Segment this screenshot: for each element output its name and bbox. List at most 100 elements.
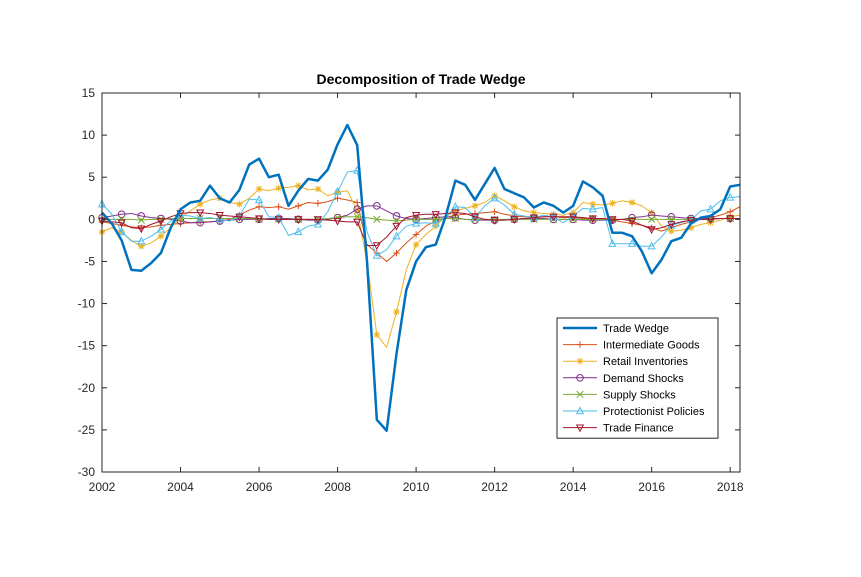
data-point-supply-shocks [137,216,145,224]
data-point-retail-inventories [196,200,204,208]
data-point-demand-shocks [588,216,597,224]
data-point-protectionist-policies [313,219,323,228]
data-point-protectionist-policies [117,227,126,236]
data-point-intermediate-goods [295,202,302,210]
data-point-intermediate-goods [353,199,361,206]
axes-layer: 2002 2004 2006 2008 2010 2012 2014 2016 2018 -30 -… [78,86,744,494]
data-point-trade-finance [726,215,735,224]
data-point-intermediate-goods [314,200,322,207]
y-tick-label: 5 [88,170,95,184]
data-point-retail-inventories [648,209,655,216]
data-point-trade-finance [274,216,283,225]
y-tick-label: -20 [78,381,96,395]
data-point-retail-inventories [353,207,361,215]
x-tick-label: 2014 [560,480,587,494]
data-point-protectionist-policies [294,227,303,236]
legend-label: Trade Finance [603,423,674,435]
data-point-demand-shocks [117,210,126,219]
data-point-protectionist-policies [451,201,460,210]
data-point-protectionist-policies [215,214,224,223]
legend-item-supply-shocks: Supply Shocks [563,389,676,401]
data-point-trade-finance [667,221,676,230]
data-point-trade-finance [294,216,303,225]
series-line-supply-shocks [102,216,740,222]
data-point-supply-shocks [451,214,460,223]
data-point-protectionist-policies [254,195,264,204]
legend-item-retail-inventories: Retail Inventories [563,356,688,368]
legend-label: Protectionist Policies [603,406,705,418]
data-point-demand-shocks [274,214,283,223]
data-point-retail-inventories [687,224,695,232]
legend-item-protectionist-policies: Protectionist Policies [563,406,705,418]
data-point-protectionist-policies [156,224,166,233]
data-point-protectionist-policies [490,193,499,202]
data-point-trade-finance [372,242,381,251]
data-point-trade-finance [431,211,440,219]
data-point-protectionist-policies [569,211,578,220]
legend-marker [576,390,584,399]
data-point-protectionist-policies [431,218,440,227]
data-point-supply-shocks [648,215,656,223]
x-tick-label: 2008 [324,480,351,494]
legend-marker [575,406,585,415]
data-point-demand-shocks [451,213,460,222]
data-point-retail-inventories [452,207,459,215]
data-point-trade-finance [353,218,362,227]
data-point-protectionist-policies [647,241,656,250]
data-point-trade-finance [196,209,205,218]
data-point-trade-finance [588,215,597,224]
legend-marker [576,374,584,382]
x-tick-label: 2006 [246,480,273,494]
data-point-retail-inventories [295,182,302,189]
legend: Trade Wedge Intermediate Goods Retail Inve… [556,317,719,439]
data-point-retail-inventories [609,200,616,207]
x-tick-label: 2012 [481,480,508,494]
y-tick-label: 10 [82,128,96,142]
data-point-retail-inventories [530,209,538,216]
data-point-protectionist-policies [196,213,205,222]
data-point-intermediate-goods [255,203,263,210]
data-point-trade-finance [392,222,401,231]
data-point-trade-finance [235,213,244,222]
legend-label: Demand Shocks [603,373,684,385]
data-point-trade-finance [117,219,126,228]
data-point-retail-inventories [491,192,498,200]
data-point-demand-shocks [137,212,146,220]
x-tick-label: 2010 [403,480,430,494]
data-point-supply-shocks [373,215,381,223]
data-point-retail-inventories [471,202,479,210]
data-point-trade-finance [215,211,224,220]
data-point-protectionist-policies [411,218,421,227]
data-point-trade-finance [608,216,617,225]
series-line-retail-inventories [101,185,741,348]
data-point-retail-inventories [255,185,263,193]
x-tick-label: 2016 [638,480,665,494]
data-point-trade-finance [686,217,696,225]
data-point-trade-finance [529,214,539,223]
data-point-trade-finance [569,213,578,222]
data-point-intermediate-goods [648,224,655,232]
data-point-retail-inventories [667,227,675,235]
y-tick-label: -30 [78,465,96,479]
data-point-intermediate-goods [412,231,420,238]
legend-label: Supply Shocks [603,389,676,401]
data-point-retail-inventories [157,232,165,240]
data-point-trade-finance [470,213,480,222]
data-point-demand-shocks [373,202,381,210]
series-line-trade-wedge [101,123,741,432]
legend-label: Trade Wedge [603,323,669,335]
legend-marker [576,341,584,348]
data-point-protectionist-policies [608,239,617,247]
data-point-demand-shocks [353,205,362,214]
data-point-trade-finance [647,226,656,235]
data-point-trade-finance [490,217,499,225]
chart-title: Decomposition of Trade Wedge [317,71,526,87]
data-point-demand-shocks [667,213,676,221]
data-point-trade-finance [627,217,637,226]
legend-item-trade-wedge: Trade Wedge [563,323,669,335]
data-point-protectionist-policies [235,211,244,220]
data-point-retail-inventories [510,203,518,210]
legend-label: Retail Inventories [603,356,688,368]
data-point-demand-shocks [647,211,656,219]
